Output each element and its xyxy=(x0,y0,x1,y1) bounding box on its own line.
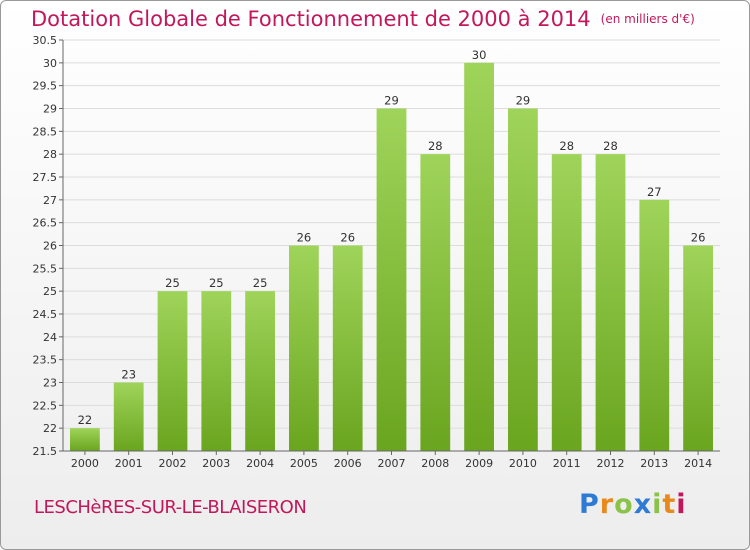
commune-name: LESCHèRES-SUR-LE-BLAISERON xyxy=(34,497,307,518)
bar xyxy=(157,291,188,451)
x-tick-label: 2007 xyxy=(378,457,406,470)
bar xyxy=(201,291,232,451)
bar-value-label: 26 xyxy=(691,231,706,245)
y-tick-label: 26 xyxy=(43,240,57,253)
y-tick-label: 22 xyxy=(43,422,57,435)
bar-value-label: 28 xyxy=(428,139,443,153)
logo-letter: t xyxy=(662,489,677,520)
x-tick-label: 2001 xyxy=(115,457,143,470)
y-tick-label: 23 xyxy=(43,377,57,390)
y-tick-label: 27.5 xyxy=(33,171,58,184)
logo-letter: o xyxy=(614,489,634,520)
bar xyxy=(245,291,275,451)
y-tick-label: 24 xyxy=(43,331,57,344)
chart-unit: (en milliers d'€) xyxy=(600,12,695,26)
bar-value-label: 29 xyxy=(384,94,399,108)
y-tick-label: 27 xyxy=(43,194,57,207)
bar xyxy=(639,199,670,451)
x-tick-label: 2004 xyxy=(246,457,274,470)
y-tick-label: 29.5 xyxy=(33,80,58,93)
y-tick-label: 30 xyxy=(43,57,57,70)
bar-value-label: 26 xyxy=(297,231,312,245)
bar xyxy=(113,382,144,451)
bar xyxy=(70,428,100,451)
logo-letter: i xyxy=(652,489,663,520)
y-tick-label: 25 xyxy=(43,285,57,298)
logo-letter: r xyxy=(599,489,615,520)
x-tick-label: 2003 xyxy=(202,457,230,470)
bar-value-label: 25 xyxy=(253,276,268,290)
x-tick-label: 2014 xyxy=(684,457,712,470)
y-tick-label: 24.5 xyxy=(33,308,58,321)
bar-value-label: 25 xyxy=(209,276,224,290)
bar-value-label: 27 xyxy=(647,185,662,199)
bar-value-label: 22 xyxy=(78,413,93,427)
y-tick-label: 21.5 xyxy=(33,445,58,458)
bar-value-label: 30 xyxy=(472,48,487,62)
y-tick-label: 28 xyxy=(43,148,57,161)
x-tick-label: 2000 xyxy=(71,457,99,470)
bar-value-label: 26 xyxy=(340,231,355,245)
x-tick-label: 2012 xyxy=(597,457,625,470)
bar xyxy=(332,245,363,451)
bar xyxy=(595,154,626,451)
x-tick-label: 2013 xyxy=(640,457,668,470)
logo-letter: P xyxy=(579,489,600,520)
proxiti-logo: Proxiti xyxy=(579,489,687,520)
y-tick-label: 26.5 xyxy=(33,217,58,230)
x-tick-label: 2002 xyxy=(159,457,187,470)
bar xyxy=(508,108,538,451)
y-tick-label: 22.5 xyxy=(33,399,58,412)
x-tick-label: 2008 xyxy=(421,457,449,470)
x-tick-label: 2009 xyxy=(465,457,493,470)
logo-letter: x xyxy=(633,489,653,520)
bar xyxy=(464,62,494,451)
x-tick-label: 2010 xyxy=(509,457,537,470)
logo-letter: i xyxy=(676,489,687,520)
bars xyxy=(70,62,713,451)
y-tick-label: 29 xyxy=(43,103,57,116)
y-tick-label: 28.5 xyxy=(33,125,58,138)
x-tick-label: 2011 xyxy=(553,457,581,470)
bar-value-label: 25 xyxy=(165,276,180,290)
chart-title-text: Dotation Globale de Fonctionnement de 20… xyxy=(31,7,591,31)
bar-value-label: 28 xyxy=(559,139,574,153)
y-tick-label: 23.5 xyxy=(33,354,58,367)
axes: 21.5 22 22.5 23 23.5 24 24.5 25 25.5 26 26.5 27 27.5… xyxy=(33,34,720,470)
bar xyxy=(376,108,407,451)
bar-value-label: 23 xyxy=(121,368,136,382)
chart-title: Dotation Globale de Fonctionnement de 20… xyxy=(31,7,695,31)
x-tick-label: 2006 xyxy=(334,457,362,470)
y-tick-label: 25.5 xyxy=(33,262,58,275)
y-tick-label: 30.5 xyxy=(33,34,58,47)
bar-value-label: 28 xyxy=(603,139,618,153)
bar xyxy=(420,154,451,451)
bar xyxy=(683,245,713,451)
labels: 22 23 25 25 25 26 26 29 28 30 29 28 28 27 26 xyxy=(78,48,706,427)
bar xyxy=(551,154,582,451)
bar xyxy=(289,245,319,451)
bar-value-label: 29 xyxy=(516,94,531,108)
x-tick-label: 2005 xyxy=(290,457,318,470)
